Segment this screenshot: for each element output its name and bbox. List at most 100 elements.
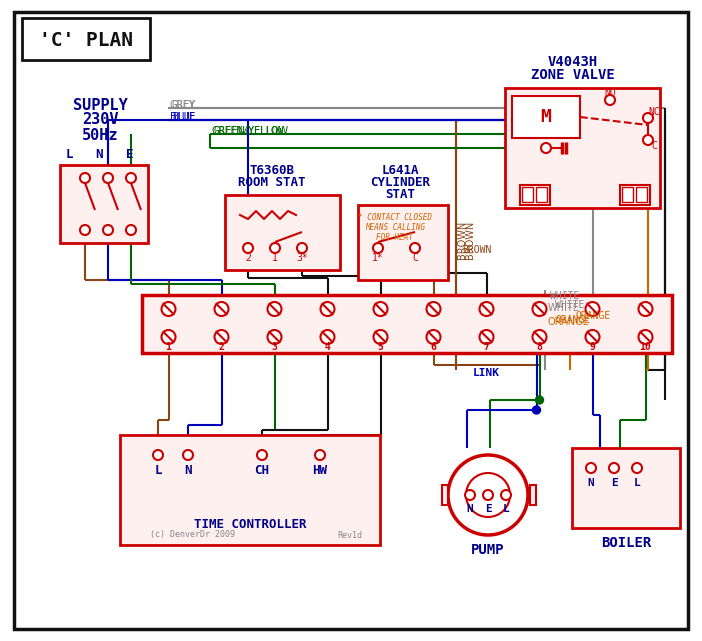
- Circle shape: [373, 302, 388, 316]
- Circle shape: [270, 243, 280, 253]
- Text: 10: 10: [640, 342, 651, 352]
- Circle shape: [126, 173, 136, 183]
- Text: GREEN/YELLOW: GREEN/YELLOW: [214, 126, 284, 136]
- FancyBboxPatch shape: [572, 448, 680, 528]
- Text: L: L: [154, 463, 161, 476]
- Circle shape: [80, 225, 90, 235]
- Text: TIME CONTROLLER: TIME CONTROLLER: [194, 519, 306, 531]
- FancyBboxPatch shape: [536, 187, 547, 202]
- FancyBboxPatch shape: [60, 165, 148, 243]
- Text: CYLINDER: CYLINDER: [370, 176, 430, 188]
- Text: 2: 2: [218, 342, 225, 352]
- Text: M: M: [541, 108, 552, 126]
- Text: 3: 3: [272, 342, 277, 352]
- Text: * CONTACT CLOSED: * CONTACT CLOSED: [358, 213, 432, 222]
- Text: GREEN/YELLOW: GREEN/YELLOW: [212, 126, 289, 136]
- Circle shape: [215, 302, 228, 316]
- Text: 5: 5: [378, 342, 383, 352]
- Text: ROOM STAT: ROOM STAT: [238, 176, 306, 188]
- Circle shape: [585, 330, 600, 344]
- FancyBboxPatch shape: [358, 205, 448, 280]
- FancyBboxPatch shape: [442, 485, 448, 505]
- Text: ZONE VALVE: ZONE VALVE: [531, 68, 615, 82]
- Text: E: E: [484, 504, 491, 514]
- Circle shape: [609, 463, 619, 473]
- Text: 'C' PLAN: 'C' PLAN: [39, 31, 133, 49]
- Circle shape: [643, 113, 653, 123]
- Circle shape: [321, 302, 334, 316]
- FancyBboxPatch shape: [636, 187, 647, 202]
- Text: NO: NO: [604, 88, 616, 98]
- Circle shape: [153, 450, 163, 460]
- FancyBboxPatch shape: [512, 96, 580, 138]
- Circle shape: [533, 302, 546, 316]
- Text: 50Hz: 50Hz: [81, 128, 118, 142]
- Circle shape: [639, 302, 652, 316]
- Text: HW: HW: [312, 463, 328, 476]
- Circle shape: [483, 490, 493, 500]
- Text: WHITE: WHITE: [550, 291, 579, 301]
- Text: T6360B: T6360B: [249, 163, 295, 176]
- Text: ORANGE: ORANGE: [575, 311, 610, 321]
- FancyBboxPatch shape: [22, 18, 150, 60]
- Text: 1: 1: [166, 342, 171, 352]
- Circle shape: [643, 135, 653, 145]
- Text: NC: NC: [648, 107, 660, 117]
- Circle shape: [632, 463, 642, 473]
- Circle shape: [315, 450, 325, 460]
- Text: BLUE: BLUE: [170, 112, 195, 122]
- Text: 7: 7: [484, 342, 489, 352]
- Text: WHITE: WHITE: [548, 303, 580, 313]
- Circle shape: [541, 143, 551, 153]
- Circle shape: [267, 302, 282, 316]
- Circle shape: [465, 490, 475, 500]
- Circle shape: [466, 473, 510, 517]
- Text: ORANGE: ORANGE: [555, 315, 590, 325]
- Text: CH: CH: [255, 463, 270, 476]
- Circle shape: [80, 173, 90, 183]
- Circle shape: [126, 225, 136, 235]
- Text: SUPPLY: SUPPLY: [72, 97, 127, 113]
- Text: L   N   E: L N E: [66, 149, 134, 162]
- Circle shape: [605, 95, 615, 105]
- Text: V4043H: V4043H: [548, 55, 598, 69]
- Text: PUMP: PUMP: [471, 543, 505, 557]
- Text: N: N: [588, 478, 595, 488]
- Text: ORANGE: ORANGE: [548, 317, 590, 327]
- Circle shape: [321, 330, 334, 344]
- Text: GREY: GREY: [170, 100, 197, 110]
- Circle shape: [410, 243, 420, 253]
- Circle shape: [536, 396, 543, 404]
- Text: (c) DenverDr 2009: (c) DenverDr 2009: [150, 531, 235, 540]
- Text: BROWN: BROWN: [465, 221, 475, 259]
- FancyBboxPatch shape: [530, 485, 536, 505]
- Text: BROWN: BROWN: [462, 245, 491, 255]
- Circle shape: [479, 302, 494, 316]
- Text: L: L: [634, 478, 640, 488]
- Text: N: N: [184, 463, 192, 476]
- FancyBboxPatch shape: [505, 88, 660, 208]
- Text: MEANS CALLING: MEANS CALLING: [365, 224, 425, 233]
- FancyBboxPatch shape: [620, 185, 650, 205]
- Text: BLUE: BLUE: [172, 112, 195, 122]
- Text: 1*: 1*: [372, 253, 384, 263]
- Circle shape: [161, 330, 176, 344]
- Circle shape: [243, 243, 253, 253]
- Circle shape: [448, 455, 528, 535]
- FancyBboxPatch shape: [120, 435, 380, 545]
- Circle shape: [586, 463, 596, 473]
- FancyBboxPatch shape: [225, 195, 340, 270]
- Text: 9: 9: [590, 342, 595, 352]
- Circle shape: [639, 330, 652, 344]
- Text: 1: 1: [272, 253, 278, 263]
- Text: C: C: [651, 141, 657, 151]
- Text: GREY: GREY: [172, 100, 195, 110]
- Circle shape: [427, 302, 440, 316]
- Circle shape: [103, 225, 113, 235]
- Circle shape: [257, 450, 267, 460]
- Circle shape: [479, 330, 494, 344]
- Text: 8: 8: [536, 342, 543, 352]
- Circle shape: [215, 330, 228, 344]
- Text: 230V: 230V: [81, 113, 118, 128]
- Circle shape: [373, 243, 383, 253]
